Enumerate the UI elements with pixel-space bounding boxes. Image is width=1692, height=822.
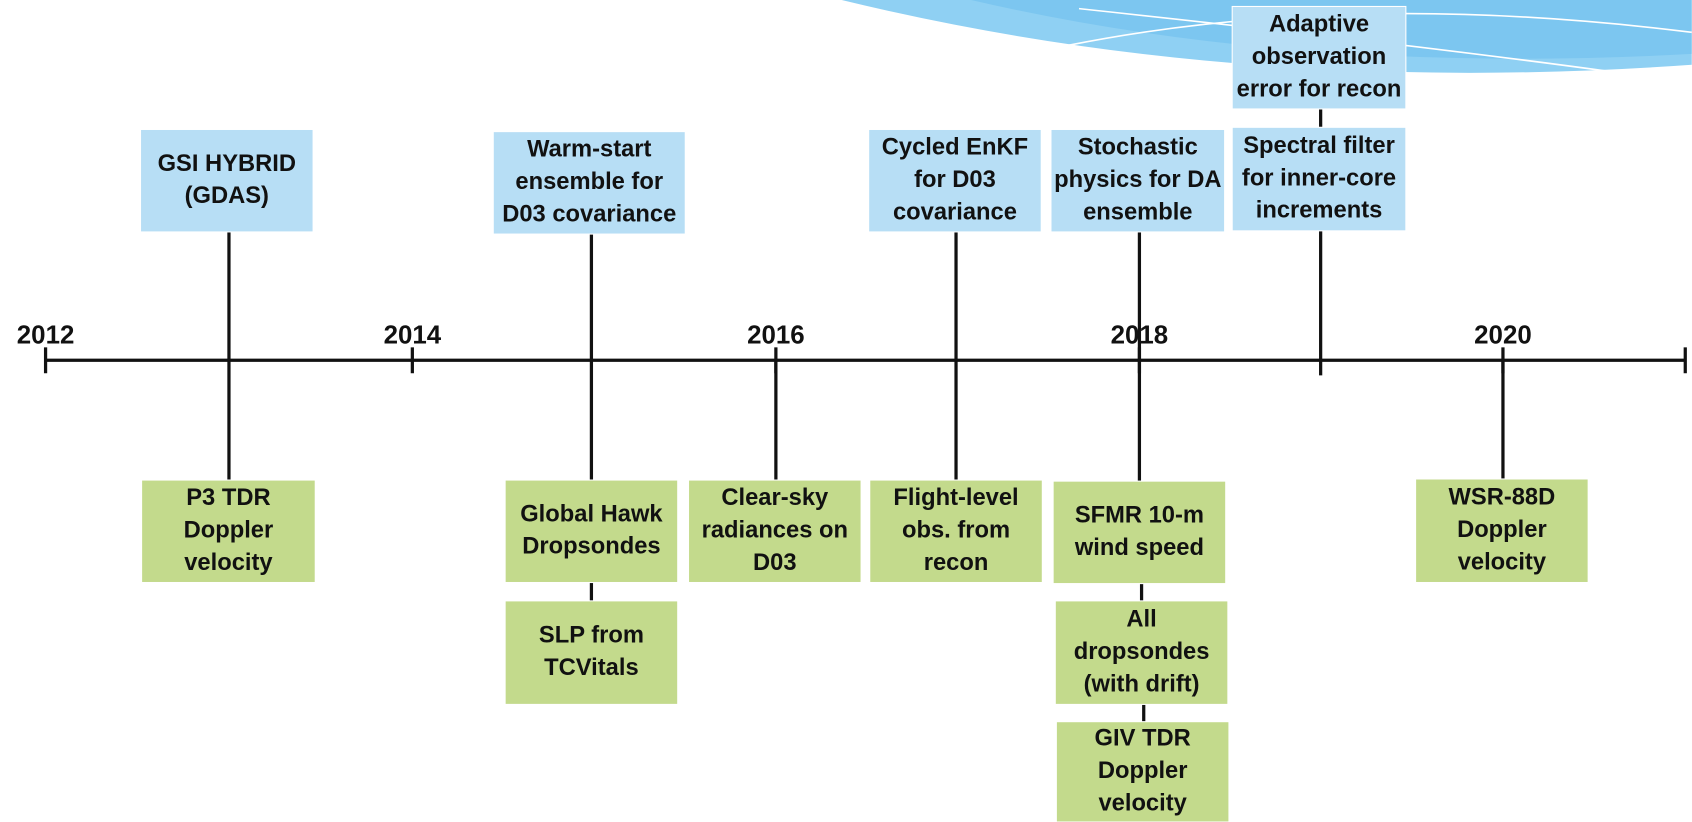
box-text: velocity [1098,790,1187,816]
box-text: error for recon [1237,76,1402,102]
box-text: obs. from [902,518,1010,544]
box-text: (with drift) [1084,671,1200,697]
above-box [1050,128,1226,233]
box-text: SLP from [539,623,644,649]
box-text: velocity [1458,549,1547,575]
box-text: TCVitals [544,655,638,681]
above-box [139,128,314,233]
box-text: covariance [893,199,1017,225]
below-box [1415,478,1589,584]
box-text: Dropsondes [522,534,660,560]
box-text: ensemble [1083,199,1192,225]
above-box [1231,5,1407,110]
box-text: velocity [184,550,273,576]
box-text: Doppler [1098,758,1188,784]
year-label: 2020 [1474,321,1532,349]
below-box [1055,721,1230,822]
box-text: observation [1252,44,1386,70]
box-text: recon [924,550,989,576]
box-text: Stochastic [1078,135,1198,161]
below-box [504,600,679,705]
box-text: D03 [753,550,797,576]
box-text: radiances on [702,518,848,544]
box-text: Doppler [184,518,274,544]
below-box [687,479,862,584]
box-text: physics for DA [1054,167,1221,193]
box-text: Cycled EnKF [882,135,1028,161]
year-label: 2018 [1111,321,1169,349]
box-text: WSR-88D [1448,485,1555,511]
box-text: Doppler [1457,517,1547,543]
box-text: increments [1256,198,1383,224]
box-text: Flight-level [893,485,1018,511]
year-label: 2012 [17,321,75,349]
box-text: Adaptive [1269,12,1369,38]
box-text: D03 covariance [502,201,676,227]
connectors [43,108,1687,722]
box-text: GSI HYBRID [158,151,296,177]
box-text: GIV TDR [1095,726,1191,752]
box-text: All [1126,607,1156,633]
above-box [1231,126,1407,232]
box-text: dropsondes [1074,639,1210,665]
below-box [1052,480,1227,585]
box-text: SFMR 10-m [1075,502,1204,528]
year-label: 2016 [747,321,805,349]
box-text: wind speed [1074,535,1204,561]
below-box [1054,600,1229,705]
box-text: (GDAS) [185,183,269,209]
box-text: P3 TDR [186,485,270,511]
year-label: 2014 [384,321,442,349]
above-box [868,128,1042,233]
below-box [504,479,679,584]
below-box [141,479,316,584]
box-text: for inner-core [1242,165,1396,191]
box-text: for D03 [914,167,996,193]
box-text: Warm-start [527,137,651,163]
box-text: ensemble for [515,169,663,195]
above-box [492,131,686,235]
box-text: Spectral filter [1243,133,1395,159]
box-text: Global Hawk [520,501,663,527]
below-box [869,479,1043,584]
box-text: Clear-sky [721,485,829,511]
